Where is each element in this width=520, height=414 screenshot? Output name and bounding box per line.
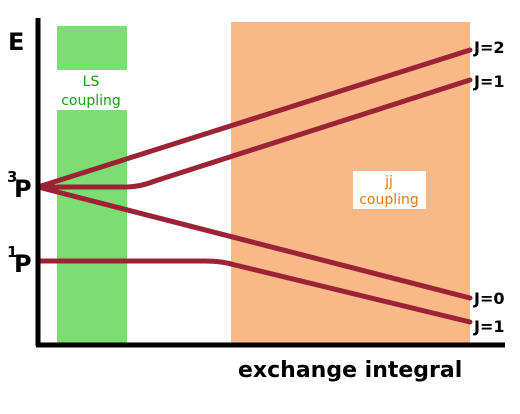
level-line xyxy=(35,77,473,190)
ls-label: LS xyxy=(83,74,100,90)
term-multiplicity: 3 xyxy=(7,168,17,186)
state-label: J=1 xyxy=(473,317,505,336)
level-line xyxy=(35,47,473,190)
x-axis-label: exchange integral xyxy=(238,358,462,383)
term-multiplicity: 1 xyxy=(7,243,17,261)
jj-label: jj xyxy=(384,174,393,190)
level-line xyxy=(35,258,473,325)
state-label: J=0 xyxy=(473,289,505,308)
jj-label: coupling xyxy=(359,192,419,208)
level-line xyxy=(35,184,473,301)
ls-label-box xyxy=(57,70,127,110)
term-label: P xyxy=(14,175,32,203)
ls-label: coupling xyxy=(61,93,121,109)
jj-label-box xyxy=(353,171,426,209)
y-axis-label: E xyxy=(8,28,24,56)
state-label: J=2 xyxy=(473,38,505,57)
state-label: J=1 xyxy=(473,72,505,91)
term-label: P xyxy=(14,250,32,278)
